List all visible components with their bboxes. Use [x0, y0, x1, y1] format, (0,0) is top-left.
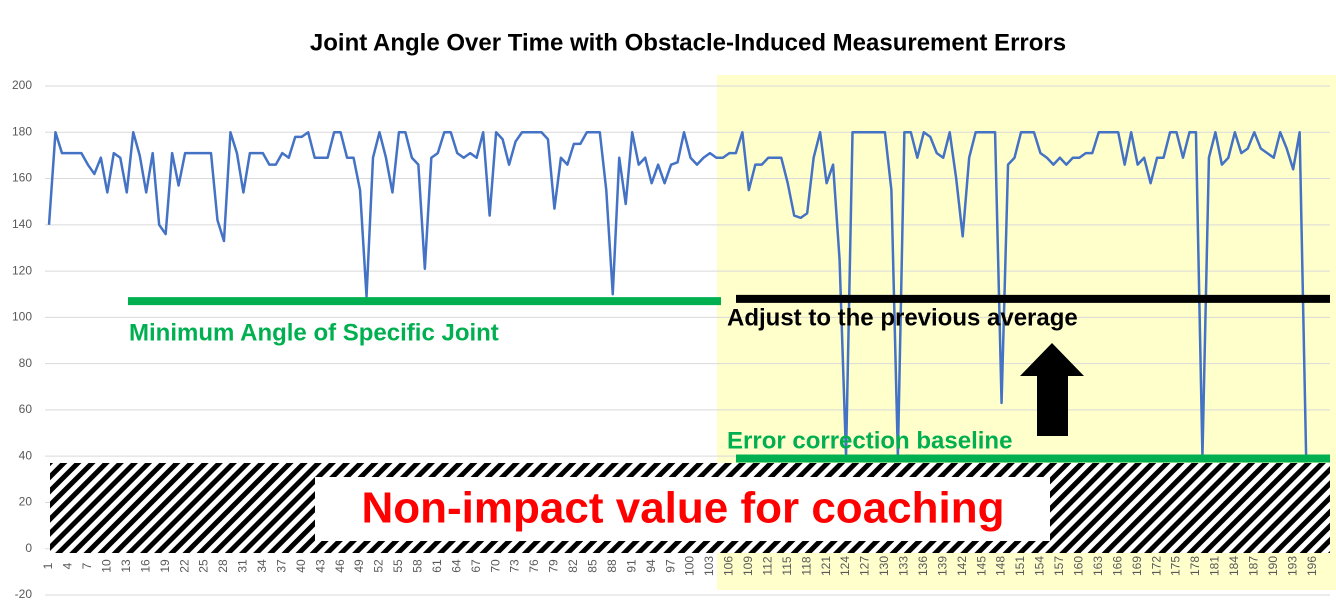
x-tick-label: 145: [974, 556, 988, 576]
x-tick-label: 160: [1071, 556, 1085, 576]
x-tick-label: 109: [741, 556, 755, 576]
x-tick-label: 139: [935, 556, 949, 576]
x-tick-label: 130: [877, 556, 891, 576]
x-tick-label: 37: [274, 559, 288, 573]
x-tick-label: 22: [177, 559, 191, 573]
band-label-box: [315, 477, 1050, 541]
x-tick-label: 148: [994, 556, 1008, 576]
x-tick-label: 169: [1130, 556, 1144, 576]
x-tick-label: 136: [916, 556, 930, 576]
y-tick-label: 180: [12, 124, 32, 138]
x-tick-label: 112: [760, 556, 774, 575]
x-tick-label: 13: [119, 559, 133, 573]
arrow: [1020, 343, 1084, 436]
x-tick-label: 67: [469, 559, 483, 573]
x-tick-label: 91: [624, 559, 638, 573]
y-tick-label: 120: [12, 263, 32, 277]
band-label: Non-impact value for coaching: [362, 484, 1005, 533]
reference-label: Minimum Angle of Specific Joint: [129, 319, 499, 346]
y-tick-label: 100: [12, 310, 32, 324]
y-tick-label: 200: [12, 78, 32, 92]
x-tick-label: 157: [1052, 556, 1066, 576]
x-tick-label: 100: [683, 556, 697, 576]
x-tick-label: 43: [313, 559, 327, 573]
x-tick-label: 7: [80, 562, 94, 569]
x-tick-label: 10: [99, 559, 113, 573]
x-tick-label: 76: [527, 559, 541, 573]
y-tick-label: 60: [19, 402, 33, 416]
y-tick-label: 20: [19, 495, 33, 509]
x-tick-label: 58: [411, 559, 425, 573]
x-tick-label: 193: [1285, 556, 1299, 576]
x-tick-label: 97: [663, 559, 677, 573]
x-tick-label: 25: [197, 559, 211, 573]
x-tick-label: 115: [780, 556, 794, 575]
y-tick-label: 140: [12, 217, 32, 231]
x-tick-label: 31: [236, 559, 250, 573]
x-tick-label: 82: [566, 559, 580, 573]
y-tick-label: 160: [12, 171, 32, 185]
x-tick-label: 154: [1033, 556, 1047, 576]
x-tick-label: 181: [1208, 556, 1222, 576]
x-tick-label: 49: [352, 559, 366, 573]
data-line: [47, 131, 1308, 458]
reference-label: Adjust to the previous average: [727, 304, 1078, 331]
x-tick-label: 118: [799, 556, 813, 575]
x-tick-label: 34: [255, 559, 269, 573]
x-tick-label: 73: [508, 559, 522, 573]
x-tick-label: 142: [955, 556, 969, 576]
y-tick-label: 40: [19, 448, 33, 462]
x-tick-label: 196: [1305, 556, 1319, 576]
x-tick-label: 52: [372, 559, 386, 573]
x-tick-label: 46: [333, 559, 347, 573]
x-tick-label: 184: [1227, 556, 1241, 576]
x-tick-label: 151: [1013, 556, 1027, 576]
chart-title: Joint Angle Over Time with Obstacle-Indu…: [310, 29, 1066, 56]
x-tick-label: 85: [585, 559, 599, 573]
x-tick-label: 124: [838, 556, 852, 576]
x-tick-label: 127: [858, 556, 872, 576]
x-tick-label: 79: [547, 559, 561, 573]
x-tick-label: 94: [644, 559, 658, 573]
x-tick-label: 19: [158, 559, 172, 573]
x-tick-label: 163: [1091, 556, 1105, 576]
x-tick-label: 61: [430, 559, 444, 573]
x-tick-label: 103: [702, 556, 716, 576]
x-tick-label: 4: [61, 562, 75, 569]
x-tick-label: 175: [1169, 556, 1183, 576]
x-tick-label: 121: [819, 556, 833, 576]
x-tick-label: 1: [41, 562, 55, 569]
reference-label: Error correction baseline: [727, 427, 1012, 454]
x-tick-label: 166: [1110, 556, 1124, 576]
x-tick-label: 64: [449, 559, 463, 573]
y-tick-label: -20: [15, 587, 33, 601]
x-tick-label: 28: [216, 559, 230, 573]
x-tick-label: 40: [294, 559, 308, 573]
x-tick-label: 190: [1266, 556, 1280, 576]
x-tick-label: 70: [488, 559, 502, 573]
x-tick-label: 16: [138, 559, 152, 573]
x-tick-label: 133: [897, 556, 911, 576]
x-tick-label: 55: [391, 559, 405, 573]
x-tick-label: 88: [605, 559, 619, 573]
y-tick-label: 0: [25, 541, 32, 555]
x-tick-label: 172: [1149, 556, 1163, 576]
x-tick-label: 178: [1188, 556, 1202, 576]
x-tick-label: 106: [722, 556, 736, 576]
y-tick-label: 80: [19, 356, 33, 370]
x-tick-label: 187: [1246, 556, 1260, 576]
